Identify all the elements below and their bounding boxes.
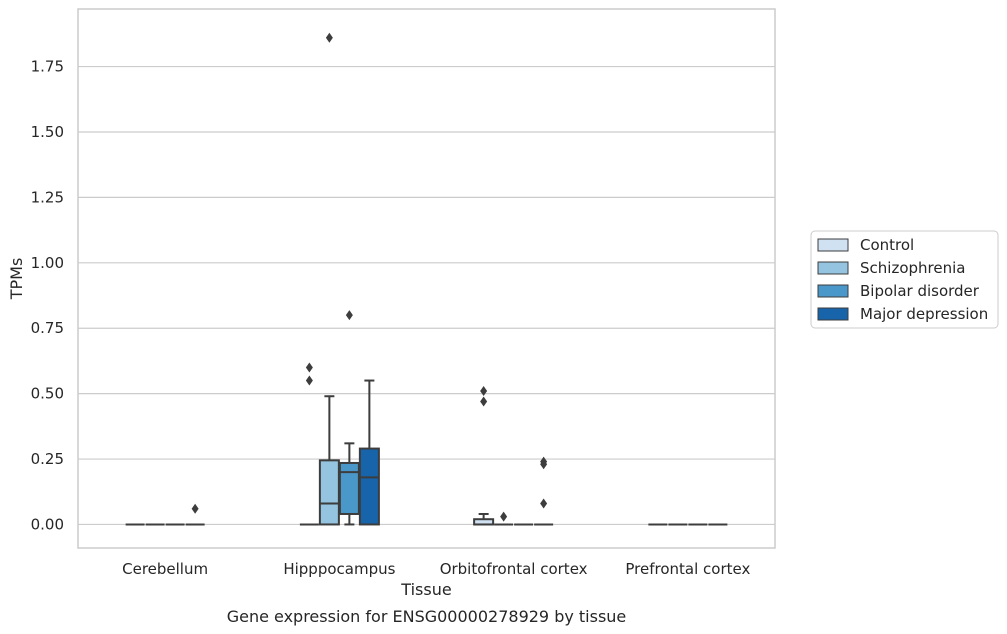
y-tick-label: 1.25 bbox=[31, 188, 64, 206]
y-tick-label: 1.75 bbox=[31, 58, 64, 76]
legend-label: Bipolar disorder bbox=[860, 282, 980, 300]
y-tick-label: 0.25 bbox=[31, 450, 64, 468]
legend-swatch bbox=[817, 238, 849, 252]
legend-label: Major depression bbox=[860, 305, 988, 323]
box-control bbox=[299, 362, 319, 526]
y-tick-label: 0.75 bbox=[31, 319, 64, 337]
y-tick-label: 0.50 bbox=[31, 385, 64, 403]
x-axis-label: Tissue bbox=[400, 580, 451, 599]
legend-swatch bbox=[817, 284, 849, 298]
legend-swatch bbox=[817, 261, 849, 275]
x-tick-label: Orbitofrontal cortex bbox=[440, 560, 588, 578]
y-tick-label: 1.50 bbox=[31, 123, 64, 141]
outlier-point bbox=[325, 32, 333, 43]
outlier-point bbox=[540, 456, 548, 467]
outlier-point bbox=[480, 386, 488, 397]
x-tick-label: Cerebellum bbox=[122, 560, 208, 578]
legend-frame bbox=[810, 230, 999, 329]
x-tick-label: Prefrontal cortex bbox=[625, 560, 750, 578]
y-axis-label: TPMs bbox=[7, 258, 26, 301]
box-schizophrenia bbox=[318, 32, 340, 526]
boxplots bbox=[125, 32, 728, 526]
chart-title: Gene expression for ENSG00000278929 by t… bbox=[227, 607, 627, 626]
outlier-point bbox=[305, 375, 313, 386]
outlier-point bbox=[191, 503, 199, 514]
x-tick-label: Hipppocampus bbox=[283, 560, 395, 578]
legend-label: Control bbox=[860, 236, 914, 254]
legend-swatch bbox=[817, 307, 849, 321]
box-major-depression bbox=[358, 379, 380, 526]
box-schizophrenia bbox=[494, 511, 514, 526]
y-tick-label: 1.00 bbox=[31, 254, 64, 272]
legend-label: Schizophrenia bbox=[860, 259, 965, 277]
box-control bbox=[473, 386, 495, 526]
y-tick-label: 0.00 bbox=[31, 515, 64, 533]
outlier-point bbox=[345, 310, 353, 321]
legend: Control Schizophrenia Bipolar disorder Majo… bbox=[810, 230, 999, 329]
outlier-point bbox=[500, 511, 508, 522]
outlier-point bbox=[480, 396, 488, 407]
outlier-point bbox=[305, 362, 313, 373]
plot-frame bbox=[77, 8, 776, 549]
box-iqr bbox=[318, 459, 340, 526]
box-bipolar-disorder bbox=[338, 310, 360, 526]
box-iqr bbox=[358, 447, 380, 526]
y-tick-labels: 0.00 0.25 0.50 0.75 1.00 1.25 1.50 1.75 bbox=[31, 58, 64, 534]
outlier-point bbox=[540, 498, 548, 509]
box-iqr bbox=[338, 461, 360, 515]
x-tick-labels: Cerebellum Hipppocampus Orbitofrontal cort… bbox=[122, 560, 750, 578]
gridlines bbox=[78, 65, 775, 526]
box-major-depression bbox=[534, 456, 554, 526]
box-major-depression bbox=[185, 503, 205, 526]
